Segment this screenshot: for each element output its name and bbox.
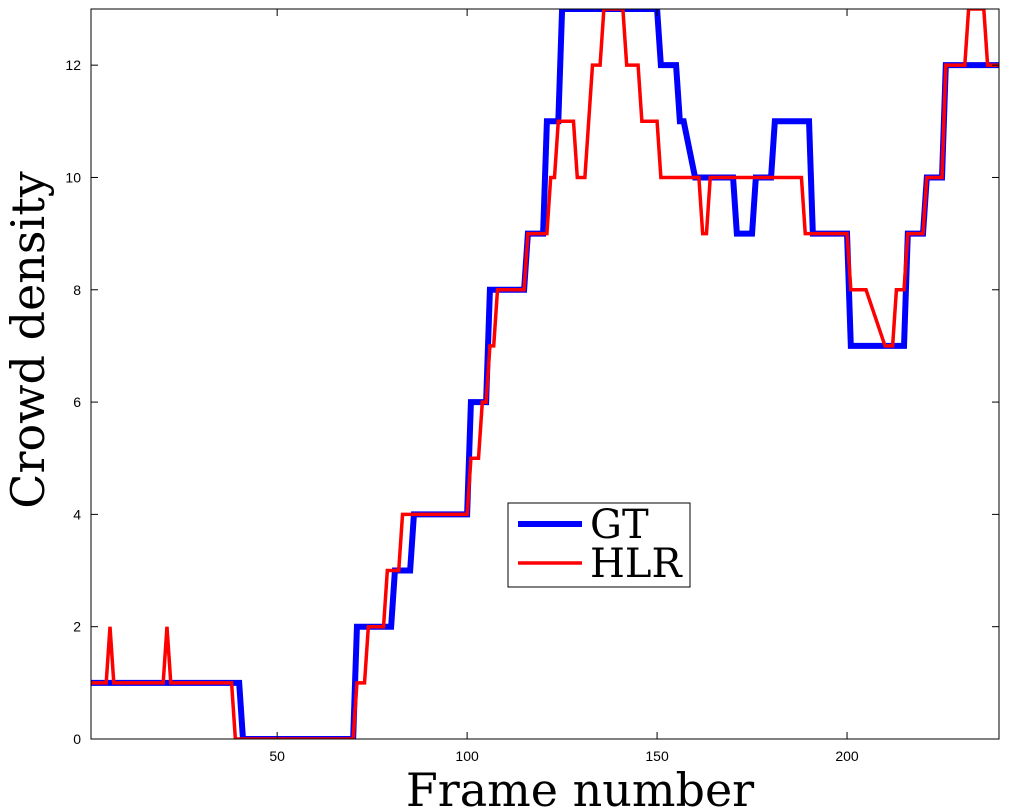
x-tick-label: 150 bbox=[645, 748, 669, 764]
legend-box bbox=[507, 502, 691, 588]
y-tick-label: 10 bbox=[65, 169, 81, 185]
y-tick-label: 2 bbox=[73, 619, 81, 635]
y-tick-label: 4 bbox=[73, 506, 81, 522]
legend: GT HLR bbox=[507, 502, 691, 588]
series-line-gt bbox=[91, 9, 999, 739]
x-tick-label: 100 bbox=[455, 748, 479, 764]
y-tick-label: 12 bbox=[65, 57, 81, 73]
series-line-hlr bbox=[91, 9, 999, 739]
y-tick-label: 8 bbox=[73, 282, 81, 298]
x-tick-label: 50 bbox=[269, 748, 285, 764]
plot-frame bbox=[90, 8, 1000, 740]
series-layer bbox=[91, 9, 999, 739]
x-axis-title: Frame number bbox=[406, 763, 754, 812]
y-tick-label: 6 bbox=[73, 394, 81, 410]
y-tick-label: 0 bbox=[73, 731, 81, 747]
legend-label-gt: GT bbox=[590, 502, 649, 548]
ticks-layer: 50 100 150 200 0 2 4 6 8 10 12 bbox=[65, 9, 999, 764]
x-tick-label: 200 bbox=[835, 748, 859, 764]
legend-label-hlr: HLR bbox=[590, 541, 683, 587]
y-axis-title: Crowd density bbox=[1, 171, 55, 508]
